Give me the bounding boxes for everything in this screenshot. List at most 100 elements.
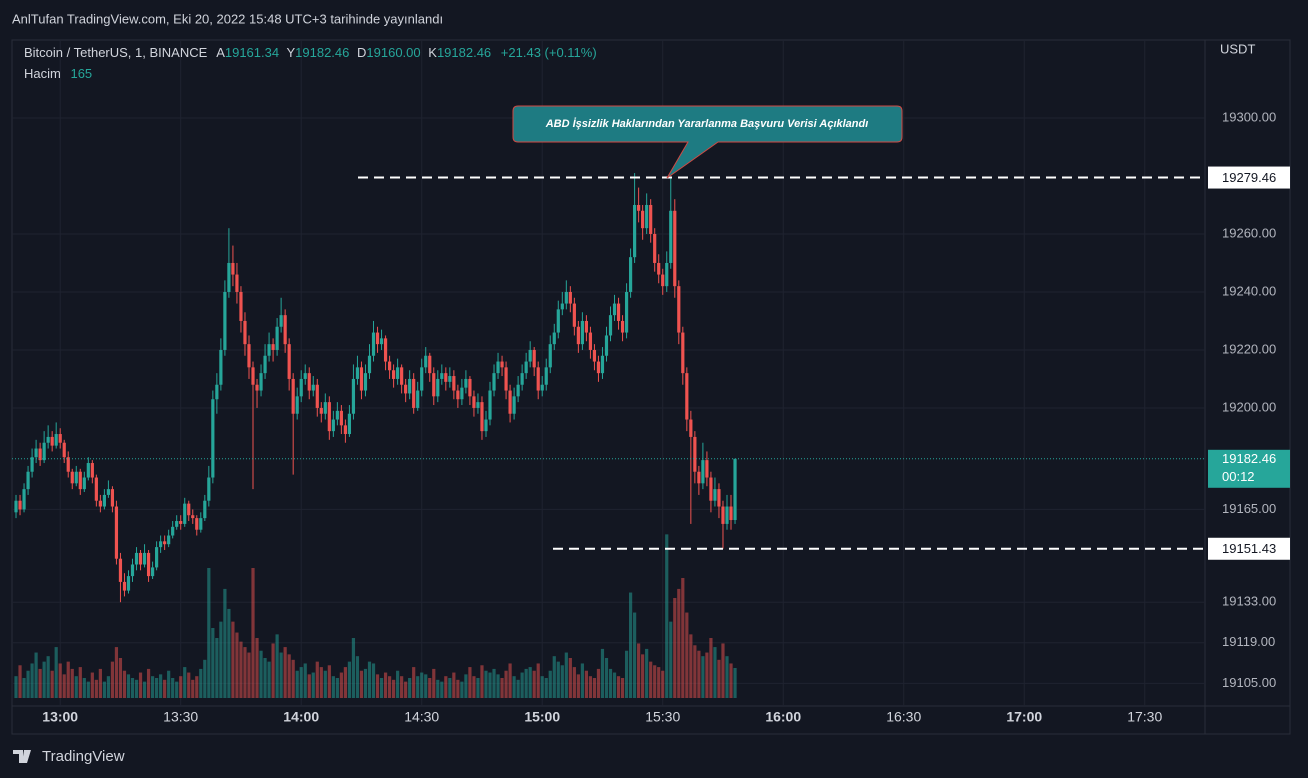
- candle-body: [50, 436, 54, 446]
- volume-bar: [347, 661, 352, 698]
- candle-body: [118, 558, 123, 582]
- candles: [14, 173, 737, 603]
- x-tick-label: 17:30: [1127, 709, 1162, 725]
- candle-body: [596, 361, 601, 374]
- candle-body: [677, 286, 681, 333]
- candle-body: [14, 500, 18, 513]
- candle-body: [106, 489, 111, 495]
- volume-bar: [122, 670, 127, 698]
- volume-bar: [167, 670, 171, 698]
- candle-body: [400, 367, 404, 385]
- x-tick-label: 14:30: [404, 709, 439, 725]
- candle-body: [90, 463, 94, 478]
- volume-bar: [701, 656, 705, 698]
- volume-bar: [235, 632, 239, 698]
- volume-bar: [548, 670, 552, 698]
- volume-bar: [231, 621, 235, 698]
- volume-bar: [560, 665, 564, 698]
- publish-header: AnlTufan TradingView.com, Eki 20, 2022 1…: [12, 11, 443, 26]
- legend-key: Y: [286, 45, 295, 60]
- candle-body: [620, 320, 625, 333]
- volume-bar: [199, 668, 203, 698]
- volume-bar: [299, 667, 303, 698]
- candle-body: [335, 410, 339, 420]
- candle-body: [608, 315, 613, 336]
- y-tick-label: 19165.00: [1222, 501, 1276, 516]
- volume-bar: [46, 656, 50, 698]
- candle-body: [355, 367, 360, 379]
- candle-body: [404, 384, 408, 394]
- candle-body: [488, 390, 492, 420]
- candle-body: [271, 344, 275, 350]
- volume-bar: [572, 667, 576, 698]
- volume-bar: [219, 621, 223, 698]
- candle-body: [424, 355, 428, 368]
- volume-bar: [685, 612, 689, 698]
- volume-bar: [428, 678, 432, 698]
- volume-bar: [283, 647, 287, 698]
- legend-change: +21.43 (+0.11%): [501, 45, 597, 60]
- volume-bar: [159, 674, 163, 698]
- candle-body: [287, 344, 291, 379]
- candle-body: [693, 436, 697, 472]
- candle-body: [633, 204, 637, 258]
- candle-body: [480, 402, 484, 432]
- candle-body: [215, 384, 219, 400]
- volume-bar: [391, 679, 396, 698]
- candle-body: [102, 494, 106, 507]
- candle-body: [239, 291, 243, 321]
- candle-body: [705, 460, 709, 478]
- volume-bar: [54, 647, 58, 698]
- volume-bar: [323, 670, 327, 698]
- volume-bar: [70, 668, 74, 698]
- volume-bar: [681, 578, 685, 698]
- candle-body: [363, 373, 368, 391]
- volume-bar: [400, 676, 404, 698]
- candle-body: [187, 503, 191, 516]
- y-tick-label: 19119.00: [1222, 634, 1275, 649]
- candle-body: [729, 506, 733, 521]
- legend-value: 19182.46: [295, 45, 349, 60]
- volume-bar: [709, 638, 713, 698]
- candle-body: [219, 349, 223, 385]
- candle-body: [701, 460, 705, 484]
- candle-body: [375, 332, 380, 345]
- candle-body: [291, 378, 295, 414]
- annotation-text: ABD İşsizlik Haklarından Yararlanma Başv…: [545, 117, 869, 130]
- candle-body: [709, 477, 713, 501]
- candle-body: [323, 402, 327, 414]
- volume-bar: [335, 678, 339, 698]
- volume-bar: [359, 670, 364, 698]
- candle-body: [548, 344, 552, 368]
- annotation-callout: ABD İşsizlik Haklarından Yararlanma Başv…: [512, 105, 903, 179]
- candle-body: [110, 489, 115, 507]
- volume-bar: [303, 663, 307, 698]
- volume-bar: [18, 665, 22, 698]
- volume-bar: [452, 672, 456, 698]
- candle-body: [231, 262, 235, 275]
- logo-text: TradingView: [42, 748, 125, 765]
- candle-body: [155, 547, 159, 568]
- volume-bar: [114, 647, 119, 698]
- volume-label: Hacim: [24, 66, 61, 81]
- candle-body: [179, 521, 183, 524]
- volume-bar: [492, 668, 496, 698]
- legend-value: 19161.34: [225, 45, 279, 60]
- volume-bar: [239, 641, 243, 698]
- volume-bar: [106, 676, 111, 698]
- volume-bar: [504, 670, 508, 698]
- volume-pane: [14, 534, 737, 698]
- volume-bar: [649, 661, 653, 698]
- candle-body: [138, 552, 143, 565]
- candle-body: [492, 373, 496, 391]
- volume-bar: [195, 676, 199, 698]
- candle-body: [436, 378, 440, 397]
- volume-bar: [142, 681, 147, 698]
- volume-bar: [375, 674, 380, 698]
- volume-bar: [608, 668, 613, 698]
- candle-body: [628, 257, 633, 292]
- volume-bar: [520, 672, 524, 698]
- volume-bar: [620, 678, 625, 698]
- volume-bar: [584, 670, 589, 698]
